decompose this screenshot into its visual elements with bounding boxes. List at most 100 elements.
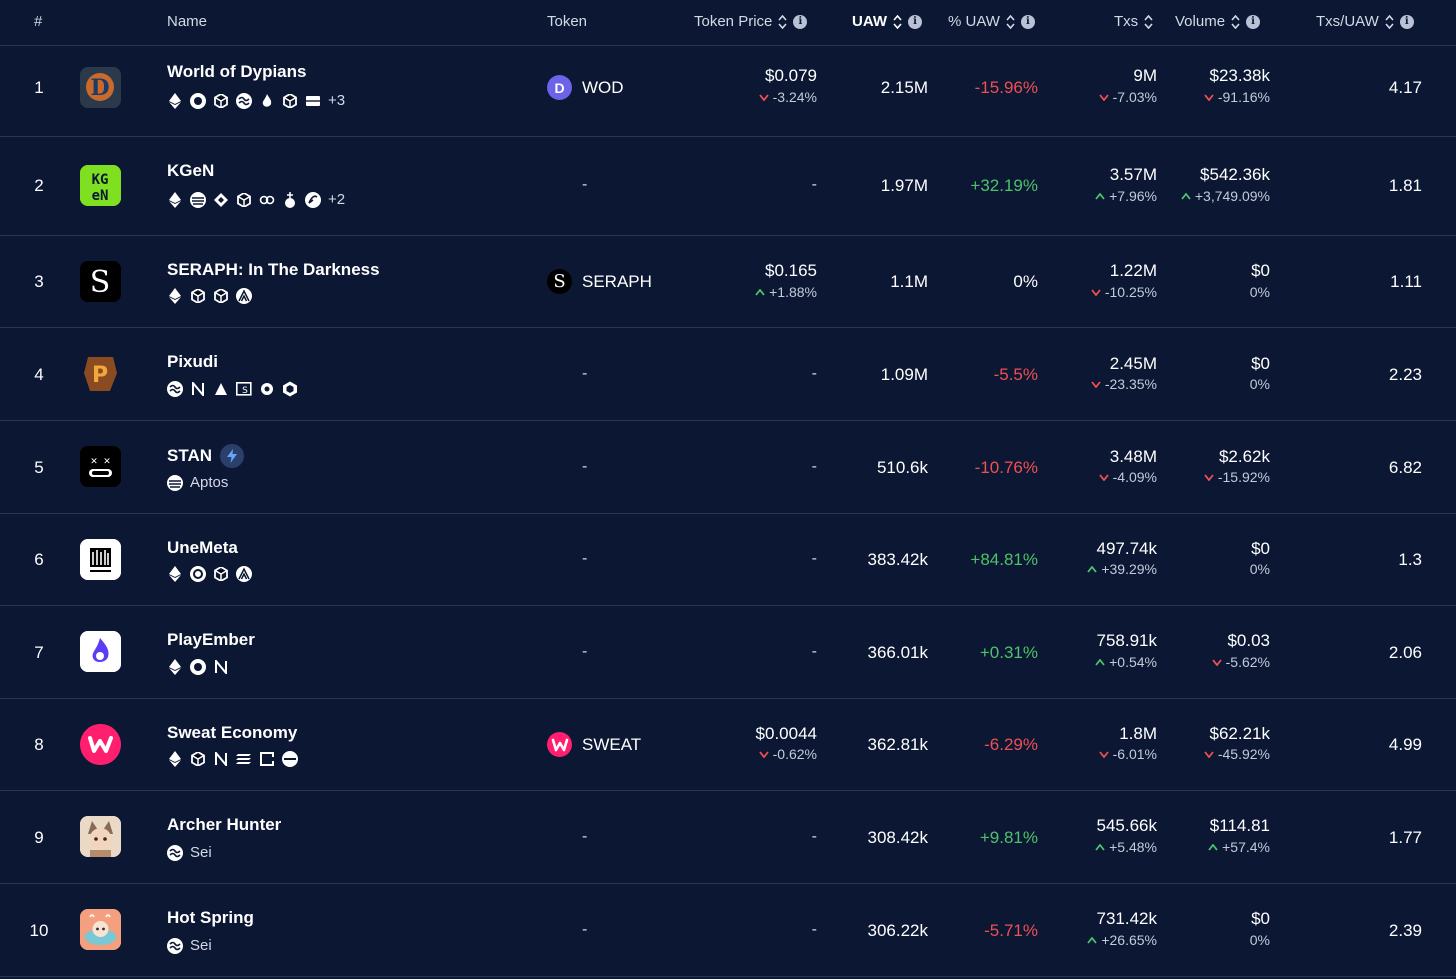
token-cell: - (582, 365, 588, 382)
game-name-link[interactable]: SERAPH: In The Darkness (167, 260, 380, 279)
playember-logo[interactable] (80, 631, 121, 672)
arbitrum-icon (236, 288, 252, 304)
ethereum-icon (167, 191, 183, 208)
game-name-link[interactable]: World of Dypians (167, 62, 307, 81)
chain-name: Aptos (190, 474, 229, 491)
token-cell[interactable]: SWEAT (547, 732, 641, 757)
info-icon[interactable]: i (908, 14, 922, 29)
more-chains-count[interactable]: +2 (328, 191, 346, 208)
arbitrum-icon (236, 566, 252, 582)
table-row[interactable]: 5 ✕ ✕ STAN Aptos - - 510.6k -10.76% 3.48M… (0, 421, 1456, 514)
game-name-link[interactable]: Pixudi (167, 352, 219, 371)
txs-value: 3.48M (1109, 447, 1157, 466)
stan-logo[interactable]: ✕ ✕ (80, 446, 121, 487)
info-icon[interactable]: i (1246, 14, 1261, 29)
game-name-link[interactable]: Archer Hunter (167, 815, 282, 834)
ring-icon (259, 381, 275, 397)
txs-value: 497.74k (1096, 539, 1158, 558)
more-chains-count[interactable]: +3 (328, 92, 346, 109)
table-row[interactable]: 7 PlayEmber - - 366.01k +0.31% 758.91k +… (0, 606, 1456, 699)
svg-text:KG: KG (92, 172, 109, 188)
txs-value: 758.91k (1096, 631, 1158, 650)
sei-icon (236, 92, 252, 109)
col-volume[interactable]: Volume i (1175, 13, 1261, 30)
sort-icon[interactable] (1385, 14, 1394, 29)
info-icon[interactable]: i (1020, 14, 1035, 29)
rank-cell: 1 (34, 78, 44, 97)
uaw-value: 383.42k (867, 550, 929, 569)
chain-list (167, 659, 229, 675)
pct-uaw-value: -15.96% (974, 78, 1038, 97)
volume-value: $2.62k (1218, 447, 1270, 466)
pixudi-logo[interactable]: P (80, 353, 121, 394)
sweat-economy-logo[interactable] (80, 724, 121, 765)
near-icon (213, 659, 229, 675)
game-name-link[interactable]: KGeN (167, 161, 215, 180)
chain-circle-icon (190, 92, 206, 109)
txs-change: -10.25% (1091, 284, 1157, 300)
game-name-link[interactable]: UneMeta (167, 538, 238, 557)
solana-icon (236, 751, 252, 767)
info-icon[interactable]: i (793, 14, 808, 29)
table-row[interactable]: 2 KG eN KGeN +2 - - 1.97M +32.19% 3.57M +… (0, 137, 1456, 236)
pct-uaw-value: -5.5% (993, 365, 1038, 384)
seraph-logo[interactable]: S (80, 261, 121, 302)
col-txs-uaw[interactable]: Txs/UAW i (1316, 13, 1414, 30)
world-of-dypians-logo[interactable]: D (80, 67, 121, 108)
price-change: -3.24% (758, 89, 817, 105)
near-icon (190, 381, 206, 397)
hot-spring-logo[interactable] (80, 909, 121, 950)
avalanche-icon (213, 381, 229, 397)
volume-change: -45.92% (1204, 746, 1270, 762)
rank-cell: 8 (34, 735, 44, 754)
hexagon-icon (282, 381, 298, 397)
table-row[interactable]: 8 Sweat Economy SWEAT $0.0044 -0.62% 362… (0, 699, 1456, 791)
game-name-link[interactable]: Sweat Economy (167, 723, 298, 742)
cube-icon (190, 288, 206, 304)
rank-cell: 6 (34, 550, 44, 569)
uaw-value: 366.01k (867, 643, 929, 662)
game-name-link[interactable]: STAN (167, 444, 245, 468)
table-row[interactable]: 4 P Pixudi S - - 1.09M -5.5% 2.45M -23.3… (0, 328, 1456, 421)
unemeta-logo[interactable] (80, 539, 121, 580)
col-uaw[interactable]: UAW i (852, 13, 922, 30)
txs-value: 545.66k (1096, 816, 1158, 835)
token-cell[interactable]: S SERAPH (547, 269, 652, 294)
sort-icon[interactable] (778, 14, 787, 29)
chain-list (167, 288, 252, 304)
col-rank: # (34, 13, 43, 30)
sort-icon[interactable] (1231, 14, 1240, 29)
kgen-logo[interactable]: KG eN (80, 165, 121, 206)
table-row[interactable]: 3 S SERAPH: In The Darkness S SERAPH $0.… (0, 236, 1456, 328)
ethereum-icon (167, 92, 183, 109)
info-icon[interactable]: i (1399, 14, 1414, 29)
sei-icon (167, 844, 183, 861)
sort-icon[interactable] (1144, 14, 1153, 29)
col-txs[interactable]: Txs (1114, 13, 1153, 30)
svg-text:S: S (90, 265, 111, 300)
volume-value: $0 (1251, 539, 1270, 558)
pct-uaw-value: +32.19% (970, 176, 1038, 195)
archer-hunter-logo[interactable] (80, 816, 121, 857)
table-row[interactable]: 1 D World of Dypians +3 D WOD $0.079 -3.… (0, 46, 1456, 137)
sort-icon[interactable] (893, 14, 902, 29)
sort-icon[interactable] (1006, 14, 1015, 29)
ethereum-icon (167, 288, 183, 304)
wod-token-icon: D (547, 75, 572, 100)
table-row[interactable]: 10 Hot Spring Sei - - 306.22k -5.71% 731… (0, 884, 1456, 977)
txs-change: +7.96% (1095, 188, 1157, 204)
chain-list: S (167, 381, 298, 397)
col-token-price[interactable]: Token Price i (694, 13, 808, 30)
price-change: -0.62% (758, 746, 817, 762)
token-cell[interactable]: D WOD (547, 75, 624, 100)
txs-change: -23.35% (1091, 376, 1157, 392)
game-name-link[interactable]: PlayEmber (167, 630, 255, 649)
txs-change: +5.48% (1095, 839, 1157, 855)
txs-change: +26.65% (1087, 932, 1157, 948)
table-row[interactable]: 9 Archer Hunter Sei - - 308.42k +9.81% 5… (0, 791, 1456, 884)
table-row[interactable]: 6 UneMeta - - 383.42k +84.81% 497.74k +3… (0, 514, 1456, 606)
col-pct-uaw[interactable]: % UAW i (948, 13, 1035, 30)
link-icon (259, 192, 275, 208)
volume-change: -15.92% (1204, 469, 1270, 485)
game-name-link[interactable]: Hot Spring (167, 908, 254, 927)
